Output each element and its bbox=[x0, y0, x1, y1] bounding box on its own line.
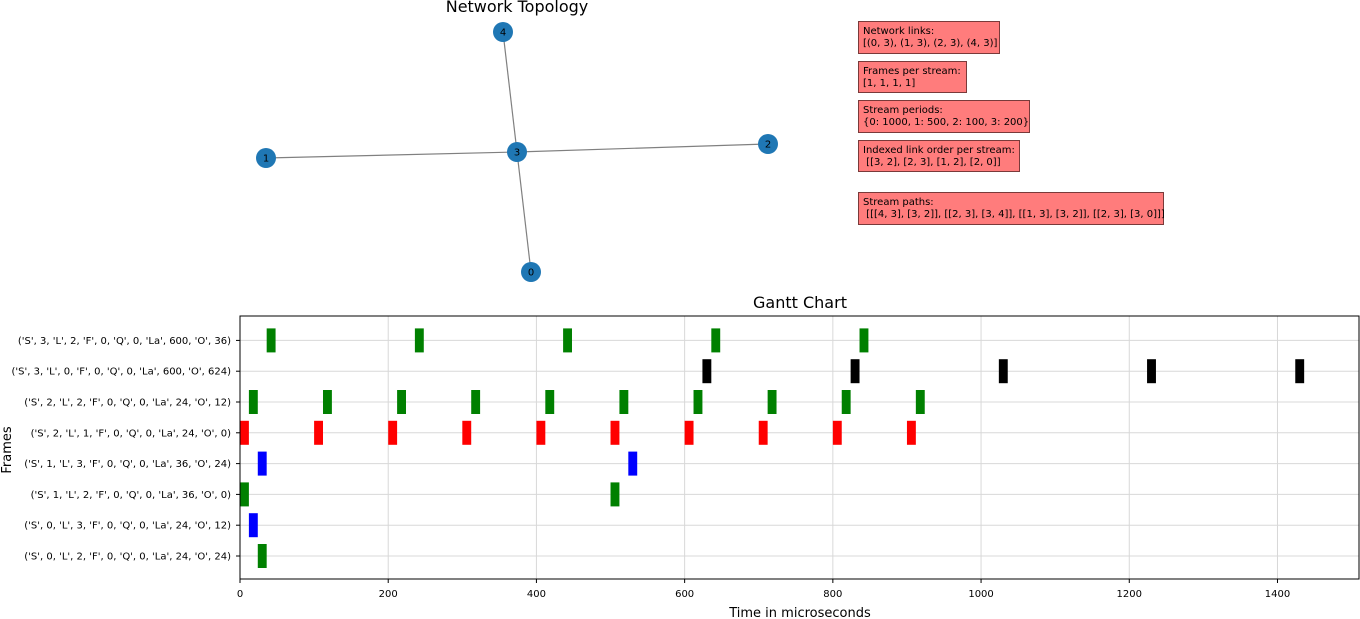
info-box-label: Network links: bbox=[863, 26, 935, 37]
topology-node bbox=[507, 142, 527, 162]
gantt-bar bbox=[240, 420, 249, 445]
topology-node bbox=[521, 262, 541, 282]
topology-node bbox=[758, 134, 778, 154]
y-tick-label: ('S', 3, 'L', 0, 'F', 0, 'Q', 0, 'La', 6… bbox=[12, 367, 232, 378]
gantt-bar bbox=[248, 513, 258, 538]
gantt-bar bbox=[545, 390, 555, 414]
gantt-chart: Gantt Chart 0 200 400 600 800 1000 1200 1400 ('… bbox=[0, 293, 1360, 619]
topology-node-label: 1 bbox=[263, 154, 269, 165]
gantt-bar bbox=[248, 390, 258, 414]
gantt-bar bbox=[767, 390, 777, 414]
gantt-bar bbox=[610, 420, 620, 445]
y-tick-label: ('S', 0, 'L', 3, 'F', 0, 'Q', 0, 'La', 2… bbox=[24, 521, 231, 532]
y-tick-label: ('S', 0, 'L', 2, 'F', 0, 'Q', 0, 'La', 2… bbox=[24, 552, 231, 563]
y-tick-label: ('S', 3, 'L', 2, 'F', 0, 'Q', 0, 'La', 6… bbox=[18, 336, 231, 347]
topology-edge bbox=[265, 151, 518, 159]
gantt-bar bbox=[462, 420, 472, 445]
x-tick-label: 600 bbox=[675, 589, 694, 600]
gantt-bar bbox=[850, 359, 860, 384]
y-tick-label: ('S', 2, 'L', 1, 'F', 0, 'Q', 0, 'La', 2… bbox=[31, 428, 231, 439]
info-box-label: Frames per stream: bbox=[863, 66, 961, 77]
info-box-stream-periods: Stream periods: {0: 1000, 1: 500, 2: 100… bbox=[858, 100, 1030, 133]
topology-title: Network Topology bbox=[446, 0, 589, 16]
topology-node-label: 4 bbox=[500, 28, 506, 39]
gantt-bar bbox=[257, 451, 267, 476]
network-topology-graph: Network Topology 0 1 2 3 4 bbox=[256, 0, 778, 282]
x-tick-label: 1400 bbox=[1265, 589, 1290, 600]
topology-node-label: 2 bbox=[765, 140, 771, 151]
gantt-bar bbox=[266, 328, 276, 353]
info-box-indexed-link-order: Indexed link order per stream: [[3, 2], … bbox=[858, 140, 1020, 172]
plot-frame bbox=[239, 315, 1360, 580]
x-tick-label: 400 bbox=[527, 589, 546, 600]
info-box-frames-per-stream: Frames per stream: [1, 1, 1, 1] bbox=[858, 61, 967, 93]
gantt-bar bbox=[563, 328, 572, 353]
info-box-value: [1, 1, 1, 1] bbox=[863, 78, 916, 89]
gantt-bar bbox=[257, 544, 267, 568]
gantt-bar bbox=[1295, 359, 1305, 384]
topology-node-label: 0 bbox=[528, 268, 534, 279]
gantt-bar bbox=[684, 420, 694, 445]
gantt-bar bbox=[693, 390, 703, 414]
gantt-bar bbox=[1147, 359, 1156, 384]
info-box-value: [[3, 2], [2, 3], [1, 2], [2, 0]] bbox=[863, 157, 1001, 168]
info-box-value: {0: 1000, 1: 500, 2: 100, 3: 200} bbox=[863, 117, 1030, 128]
gantt-bar bbox=[397, 390, 406, 414]
info-box-value: [[[4, 3], [3, 2]], [[2, 3], [3, 4]], [[1… bbox=[863, 209, 1165, 220]
gantt-bar bbox=[915, 390, 925, 414]
y-axis-label: Frames bbox=[0, 426, 15, 474]
info-box-label: Indexed link order per stream: bbox=[863, 145, 1015, 156]
x-tick-label: 200 bbox=[379, 589, 398, 600]
gantt-bar bbox=[414, 328, 424, 353]
x-tick-label: 1000 bbox=[968, 589, 993, 600]
y-tick-label: ('S', 1, 'L', 3, 'F', 0, 'Q', 0, 'La', 3… bbox=[24, 459, 231, 470]
info-box-label: Stream periods: bbox=[863, 105, 943, 116]
gantt-bar bbox=[388, 420, 398, 445]
x-axis-label: Time in microseconds bbox=[728, 606, 871, 619]
info-box-stream-paths: Stream paths: [[[4, 3], [3, 2]], [[2, 3]… bbox=[858, 192, 1165, 225]
gantt-bar bbox=[322, 390, 332, 414]
gantt-bar bbox=[906, 420, 916, 445]
gantt-title: Gantt Chart bbox=[753, 293, 847, 312]
topology-node bbox=[493, 22, 513, 42]
gantt-bar bbox=[711, 328, 721, 353]
info-box-label: Stream paths: bbox=[863, 197, 934, 208]
gantt-bar bbox=[628, 451, 638, 476]
x-tick-label: 0 bbox=[237, 589, 243, 600]
y-tick-label: ('S', 2, 'L', 2, 'F', 0, 'Q', 0, 'La', 2… bbox=[24, 398, 231, 409]
topology-node-label: 3 bbox=[514, 148, 520, 159]
gantt-bar bbox=[471, 390, 481, 414]
info-box-value: [(0, 3), (1, 3), (2, 3), (4, 3)] bbox=[863, 38, 998, 49]
x-tick-label: 800 bbox=[823, 589, 842, 600]
topology-edge bbox=[502, 31, 518, 153]
x-tick-label: 1200 bbox=[1117, 589, 1142, 600]
gantt-bar bbox=[619, 390, 629, 414]
gantt-bar bbox=[998, 359, 1008, 384]
gantt-bar bbox=[841, 390, 851, 414]
gantt-bar bbox=[536, 420, 546, 445]
info-box-network-links: Network links: [(0, 3), (1, 3), (2, 3), … bbox=[858, 21, 1000, 54]
gantt-bar bbox=[240, 482, 249, 507]
gantt-bar bbox=[314, 420, 323, 445]
y-tick-label: ('S', 1, 'L', 2, 'F', 0, 'Q', 0, 'La', 3… bbox=[31, 490, 231, 501]
gantt-bar bbox=[832, 420, 842, 445]
topology-edge bbox=[516, 151, 532, 273]
topology-edge bbox=[516, 143, 769, 153]
gantt-bar bbox=[758, 420, 768, 445]
gantt-bar bbox=[610, 482, 620, 507]
gantt-bar bbox=[702, 359, 712, 384]
topology-node bbox=[256, 148, 276, 168]
gantt-bar bbox=[859, 328, 869, 353]
